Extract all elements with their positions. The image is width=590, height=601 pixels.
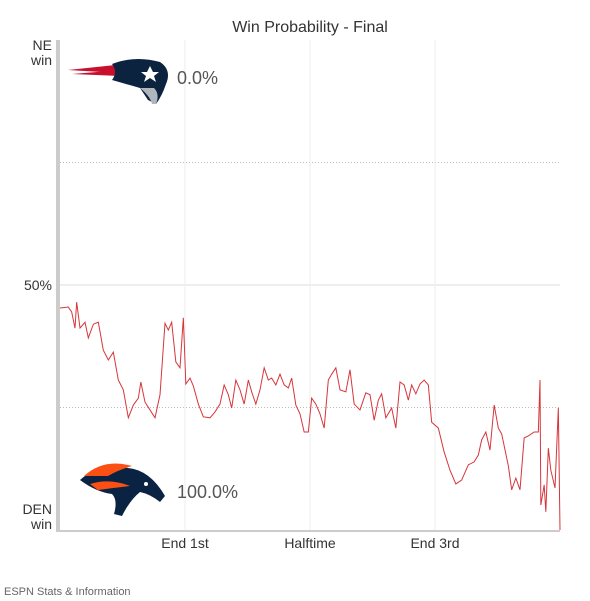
y-tick-label: DEN win xyxy=(22,501,52,532)
chart-title: Win Probability - Final xyxy=(232,19,388,36)
den-probability: 100.0% xyxy=(177,482,238,502)
y-tick-label: 50% xyxy=(23,276,52,293)
source: ESPN Stats & Information xyxy=(4,586,131,598)
y-tick-label: NE win xyxy=(30,37,52,68)
patriots-logo xyxy=(68,58,168,104)
x-tick-label: End 1st xyxy=(161,535,209,551)
x-tick-label: Halftime xyxy=(284,535,336,551)
win-probability-line xyxy=(59,302,561,531)
broncos-logo xyxy=(80,463,165,516)
ne-probability: 0.0% xyxy=(177,68,218,88)
x-tick-label: End 3rd xyxy=(410,535,460,551)
